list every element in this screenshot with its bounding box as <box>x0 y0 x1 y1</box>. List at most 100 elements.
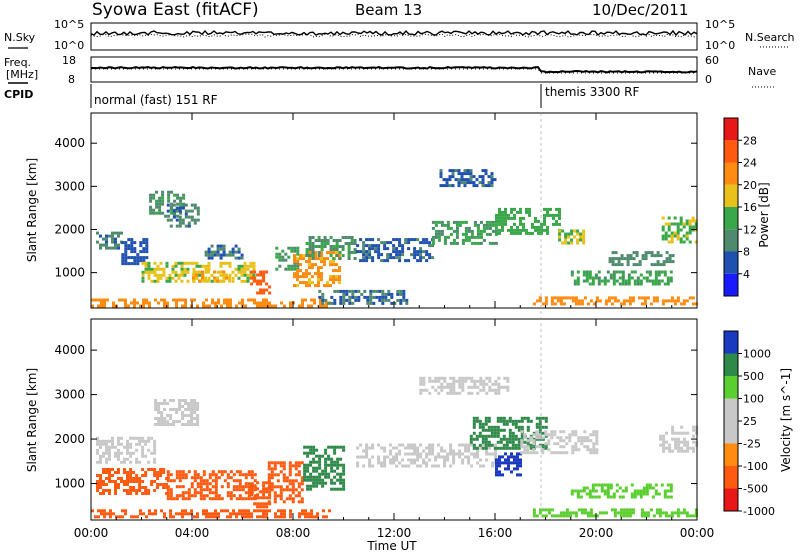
data-cell <box>117 477 120 480</box>
y-tick-label: 4000 <box>54 136 85 150</box>
data-cell <box>667 228 671 232</box>
data-cell <box>472 437 476 441</box>
data-cell <box>600 489 604 493</box>
data-cell <box>541 302 545 306</box>
data-cell <box>491 388 495 392</box>
data-cell <box>327 472 331 476</box>
data-cell <box>665 260 669 264</box>
data-cell <box>673 302 677 306</box>
data-cell <box>467 458 471 462</box>
data-cell <box>674 446 678 450</box>
data-cell <box>389 241 393 245</box>
data-cell <box>187 512 190 516</box>
data-cell <box>153 474 157 477</box>
data-cell <box>141 273 145 277</box>
data-cell <box>498 216 501 220</box>
data-cell <box>232 509 235 513</box>
data-cell <box>615 279 619 283</box>
data-cell <box>132 471 136 474</box>
data-cell <box>94 515 97 519</box>
data-cell <box>502 446 506 450</box>
data-cell <box>99 492 102 495</box>
data-cell <box>228 253 232 257</box>
data-cell <box>501 461 504 465</box>
data-cell <box>618 495 622 499</box>
data-cell <box>595 296 599 300</box>
data-cell <box>543 216 546 220</box>
data-cell <box>108 246 111 250</box>
data-cell <box>694 225 698 229</box>
data-cell <box>481 175 485 179</box>
data-cell <box>318 463 322 467</box>
data-cell <box>220 473 224 477</box>
data-cell <box>526 425 530 429</box>
data-cell <box>679 228 683 232</box>
data-cell <box>162 267 166 271</box>
data-cell <box>544 425 548 429</box>
data-cell <box>156 273 160 277</box>
data-cell <box>147 273 151 277</box>
velocity-colorbar-label: Velocity [m s^-1] <box>779 368 793 472</box>
data-cell <box>157 420 161 423</box>
data-cell <box>365 238 369 242</box>
data-cell <box>222 273 226 277</box>
data-cell <box>606 492 610 496</box>
data-cell <box>308 254 312 257</box>
data-cell <box>153 270 157 274</box>
data-cell <box>304 512 307 516</box>
data-cell <box>169 515 172 519</box>
data-cell <box>537 228 540 232</box>
data-cell <box>621 489 625 493</box>
data-cell <box>570 273 574 277</box>
data-cell <box>111 234 114 238</box>
data-cell <box>306 463 310 467</box>
data-cell <box>607 299 611 303</box>
data-cell <box>472 443 476 447</box>
data-cell <box>102 471 105 474</box>
data-cell <box>265 505 269 509</box>
data-cell <box>156 474 160 477</box>
data-cell <box>321 295 325 299</box>
data-cell <box>187 420 191 423</box>
data-cell <box>196 485 200 489</box>
data-cell <box>552 222 555 226</box>
data-cell <box>666 279 670 283</box>
data-cell <box>648 273 652 277</box>
data-cell <box>614 257 618 261</box>
data-cell <box>663 270 667 274</box>
data-cell <box>555 207 558 211</box>
data-cell <box>190 405 194 408</box>
data-cell <box>105 468 108 471</box>
data-cell <box>502 419 506 423</box>
data-cell <box>686 446 690 450</box>
data-cell <box>130 262 134 266</box>
data-cell <box>383 247 387 251</box>
data-cell <box>174 273 178 277</box>
data-cell <box>333 475 337 479</box>
data-cell <box>232 479 236 483</box>
data-cell <box>250 270 254 274</box>
data-cell <box>130 238 134 242</box>
data-cell <box>322 509 325 513</box>
data-cell <box>196 420 200 423</box>
data-cell <box>464 220 468 224</box>
data-cell <box>106 512 109 516</box>
data-cell <box>419 241 423 245</box>
data-cell <box>169 224 173 228</box>
data-cell <box>588 495 592 499</box>
data-cell <box>616 511 620 515</box>
data-cell <box>585 492 589 496</box>
data-cell <box>437 235 441 239</box>
data-cell <box>124 259 128 263</box>
data-cell <box>123 471 126 474</box>
data-cell <box>407 259 411 263</box>
data-cell <box>283 515 286 519</box>
data-cell <box>365 443 369 447</box>
data-cell <box>520 442 524 446</box>
data-cell <box>494 443 498 447</box>
data-cell <box>627 273 631 277</box>
data-cell <box>99 477 102 480</box>
colorbar-swatch <box>724 488 738 511</box>
data-cell <box>449 449 453 453</box>
data-cell <box>586 448 590 452</box>
